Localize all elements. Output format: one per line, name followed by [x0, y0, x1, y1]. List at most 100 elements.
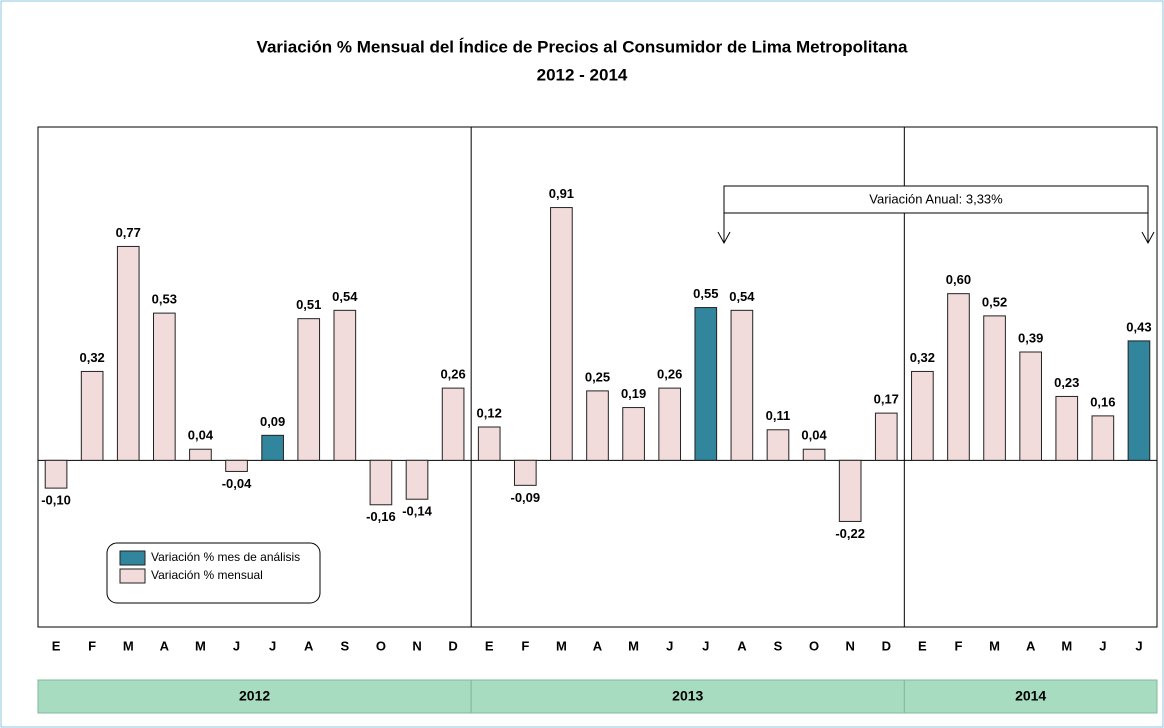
value-label: 0,53 [152, 292, 177, 307]
bar [766, 429, 790, 461]
bar [189, 448, 212, 461]
year-label: 2013 [672, 688, 703, 704]
x-tick-label: S [774, 638, 783, 653]
arrow-head [1141, 231, 1155, 245]
x-tick-label: M [989, 638, 1000, 653]
x-tick-label: N [412, 638, 421, 653]
x-tick-label: M [556, 638, 567, 653]
bar [80, 370, 104, 461]
bar [983, 315, 1006, 461]
value-label: 0,54 [729, 289, 755, 304]
x-tick-label: A [593, 638, 603, 653]
x-tick-label: E [918, 638, 927, 653]
x-tick-label: J [702, 638, 709, 653]
bar [658, 387, 682, 461]
value-label: 0,23 [1054, 375, 1079, 390]
x-tick-label: D [448, 638, 457, 653]
x-tick-label: M [123, 638, 134, 653]
value-label: 0,32 [910, 350, 935, 365]
bar [44, 459, 68, 489]
bar [911, 370, 934, 461]
value-label: -0,22 [835, 526, 865, 541]
value-label: 0,91 [549, 186, 574, 201]
value-label: 0,17 [874, 392, 899, 407]
value-label: -0,16 [366, 509, 396, 524]
x-tick-label: E [52, 638, 61, 653]
bar [513, 459, 537, 486]
x-tick-label: N [845, 638, 854, 653]
value-label: 0,60 [946, 272, 971, 287]
bar [225, 459, 248, 472]
bar [622, 407, 645, 461]
value-label: 0,26 [657, 367, 682, 382]
bar [838, 459, 862, 522]
value-label: 0,11 [766, 408, 791, 423]
bar [586, 390, 609, 461]
x-tick-label: A [1026, 638, 1036, 653]
x-tick-label: F [88, 638, 96, 653]
bar [947, 293, 970, 461]
bar [730, 309, 754, 461]
year-label: 2012 [239, 688, 270, 704]
x-tick-label: J [269, 638, 276, 653]
value-label: -0,04 [222, 476, 252, 491]
plot-area [37, 126, 1158, 628]
bar [1055, 395, 1079, 461]
legend-label: Variación % mes de análisis [151, 550, 300, 564]
annotation: Variación Anual: 3,33% [869, 191, 1003, 206]
x-tick-label: E [485, 638, 494, 653]
x-tick-label: F [521, 638, 529, 653]
value-label: -0,10 [41, 493, 71, 508]
legend-box [106, 542, 321, 604]
bar [261, 434, 284, 461]
x-tick-label: M [195, 638, 206, 653]
bar [1091, 415, 1115, 461]
chart-title: Variación % Mensual del Índice de Precio… [257, 37, 908, 56]
value-label: -0,09 [510, 490, 540, 505]
x-tick-label: A [160, 638, 170, 653]
value-label: 0,26 [440, 367, 465, 382]
bar [116, 245, 140, 461]
value-label: 0,39 [1018, 330, 1043, 345]
arrow-head [717, 231, 731, 245]
value-label: 0,09 [260, 414, 285, 429]
value-label: 0,12 [477, 405, 502, 420]
x-tick-label: J [1099, 638, 1106, 653]
x-tick-label: M [628, 638, 639, 653]
x-tick-label: F [954, 638, 962, 653]
legend-swatch [119, 550, 146, 566]
x-tick-label: O [376, 638, 386, 653]
value-label: 0,54 [332, 289, 358, 304]
x-tick-label: J [233, 638, 240, 653]
value-label: 0,77 [116, 225, 141, 240]
x-tick-label: J [666, 638, 673, 653]
year-label: 2014 [1015, 688, 1046, 704]
bar [153, 312, 176, 461]
x-tick-label: J [1135, 638, 1142, 653]
value-label: 0,55 [693, 286, 718, 301]
bar [441, 387, 465, 461]
bar [550, 207, 573, 461]
bar [297, 318, 321, 461]
annotation-box [723, 185, 1149, 214]
year-band [903, 679, 1158, 714]
chart-subtitle: 2012 - 2014 [537, 65, 628, 84]
value-label: 0,16 [1090, 394, 1115, 409]
x-tick-label: O [809, 638, 819, 653]
value-label: 0,51 [296, 297, 321, 312]
value-label: 0,19 [621, 386, 646, 401]
bar [802, 448, 826, 461]
x-tick-label: A [737, 638, 747, 653]
bar [333, 309, 357, 461]
value-label: 0,04 [801, 428, 827, 443]
bar [694, 307, 718, 461]
x-tick-label: D [882, 638, 891, 653]
legend-label: Variación % mensual [151, 568, 263, 582]
value-label: 0,25 [585, 369, 610, 384]
value-label: 0,52 [982, 294, 1007, 309]
x-tick-label: A [304, 638, 314, 653]
bar [874, 412, 898, 461]
x-tick-label: S [340, 638, 349, 653]
value-label: 0,32 [79, 350, 104, 365]
